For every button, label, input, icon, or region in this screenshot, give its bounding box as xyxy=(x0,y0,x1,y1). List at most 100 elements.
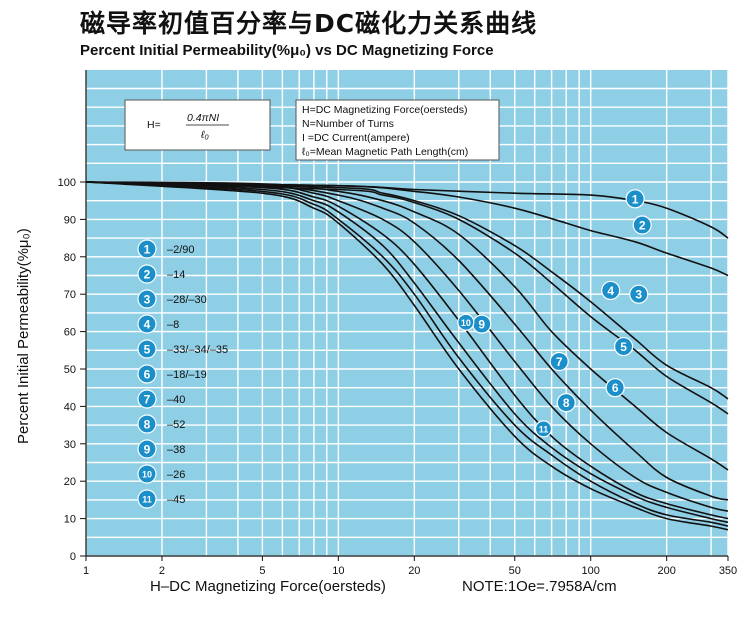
badge-number: 4 xyxy=(144,318,151,332)
x-tick-label: 50 xyxy=(509,565,521,577)
curve-labels: 12 3 4 5 6 7 8 9 10 11 xyxy=(457,189,652,438)
legend-badge-10: 10 xyxy=(137,464,157,484)
curve-4 xyxy=(85,181,729,415)
badge-circle xyxy=(137,389,157,409)
badge-number: 3 xyxy=(144,293,151,307)
legend-label-8: –52 xyxy=(167,419,185,431)
curve-2 xyxy=(85,181,729,277)
curve-5 xyxy=(85,181,729,471)
curve-6 xyxy=(85,181,729,501)
badge-number: 11 xyxy=(539,424,549,434)
badge-number: 4 xyxy=(607,284,614,298)
x-tick-label: 200 xyxy=(657,565,675,577)
badge-number: 6 xyxy=(612,381,619,395)
curve-label-2: 2 xyxy=(632,215,652,235)
y-tick-label: 20 xyxy=(64,476,76,488)
y-tick-label: 0 xyxy=(70,551,76,563)
badge-circle xyxy=(137,364,157,384)
chart-title-english: Percent Initial Permeability(%μ₀) vs DC … xyxy=(80,42,494,59)
formula-box: H= 0.4πNI ℓ₀ xyxy=(124,99,271,151)
badge-circle xyxy=(137,314,157,334)
badge-number: 10 xyxy=(142,470,152,480)
badge-number: 7 xyxy=(556,355,563,369)
badge-circle xyxy=(137,439,157,459)
axes xyxy=(80,70,729,561)
badge-circle xyxy=(137,489,157,509)
formula-numerator: 0.4πNI xyxy=(187,112,219,124)
badge-number: 10 xyxy=(461,318,471,328)
legend-badge-11: 11 xyxy=(137,489,157,509)
legend-label-2: –14 xyxy=(167,269,185,281)
curve-label-4: 4 xyxy=(601,280,621,301)
curve-label-10: 10 xyxy=(457,313,475,331)
curves xyxy=(85,181,729,531)
legend-label-11: –45 xyxy=(167,494,185,506)
y-tick-label: 70 xyxy=(64,289,76,301)
legend-badge-2: 2 xyxy=(137,264,157,284)
badge-number: 2 xyxy=(639,219,646,233)
legend: 1 –2/90 2 –14 3 –28/–30 4 –8 5 –33/–34/–35 6 –18/–1… xyxy=(137,239,228,509)
y-axis-title: Percent Initial Permeability(%μ₀) xyxy=(15,228,32,444)
badge-number: 6 xyxy=(144,368,151,382)
curve-label-1: 1 xyxy=(625,189,645,209)
badge-number: 11 xyxy=(142,495,152,505)
legend-label-1: –2/90 xyxy=(167,244,195,256)
legend-label-9: –38 xyxy=(167,444,185,456)
definitions-box: H=DC Magnetizing Force(oersteds) N=Numbe… xyxy=(295,99,500,161)
badge-number: 8 xyxy=(563,396,570,410)
x-tick-label: 20 xyxy=(408,565,420,577)
chart-title-chinese: 磁导率初值百分率与DC磁化力关系曲线 xyxy=(80,9,538,38)
x-tick-label: 10 xyxy=(332,565,344,577)
formula-denominator: ℓ₀ xyxy=(200,129,209,141)
badge-circle xyxy=(137,414,157,434)
definition-n: N=Number of Turns xyxy=(302,118,394,130)
curve-label-6: 6 xyxy=(605,378,625,398)
legend-label-10: –26 xyxy=(167,469,185,481)
badge-number: 1 xyxy=(632,192,639,206)
y-tick-label: 60 xyxy=(64,327,76,339)
x-tick-label: 1 xyxy=(83,565,89,577)
badge-circle xyxy=(556,393,576,413)
badge-circle xyxy=(137,339,157,359)
curve-11 xyxy=(85,181,729,531)
badge-number: 2 xyxy=(144,268,151,282)
legend-badge-8: 8 xyxy=(137,414,157,434)
y-tick-label: 50 xyxy=(64,364,76,376)
x-tick-label: 350 xyxy=(719,565,737,577)
formula-lhs: H= xyxy=(147,119,161,131)
badge-circle xyxy=(137,289,157,309)
badge-circle xyxy=(549,351,569,372)
badge-circle xyxy=(632,215,652,235)
legend-label-5: –33/–34/–35 xyxy=(167,344,228,356)
badge-number: 1 xyxy=(144,243,151,257)
badge-circle xyxy=(534,420,553,438)
y-tick-label: 10 xyxy=(64,514,76,526)
curve-9 xyxy=(85,181,729,524)
legend-badge-9: 9 xyxy=(137,439,157,459)
legend-badge-5: 5 xyxy=(137,339,157,359)
definition-i: I =DC Current(ampere) xyxy=(302,132,410,144)
badge-circle xyxy=(629,284,649,304)
badge-number: 5 xyxy=(144,343,151,357)
legend-badge-1: 1 xyxy=(137,239,157,259)
badge-number: 3 xyxy=(635,288,642,302)
badge-circle xyxy=(137,239,157,259)
badge-number: 9 xyxy=(144,443,151,457)
x-axis-title: H–DC Magnetizing Force(oersteds) xyxy=(150,578,386,595)
legend-badge-7: 7 xyxy=(137,389,157,409)
legend-label-4: –8 xyxy=(167,319,179,331)
y-tick-label: 90 xyxy=(64,214,76,226)
badge-circle xyxy=(137,264,157,284)
y-tick-label: 80 xyxy=(64,252,76,264)
curve-3 xyxy=(85,181,729,400)
curve-10 xyxy=(85,181,729,527)
badge-number: 9 xyxy=(478,318,485,332)
badge-circle xyxy=(625,189,645,209)
badge-number: 5 xyxy=(620,340,627,354)
badge-number: 7 xyxy=(144,393,151,407)
x-tick-label: 5 xyxy=(259,565,265,577)
curve-label-9: 9 xyxy=(472,314,492,334)
curve-7 xyxy=(85,181,729,512)
